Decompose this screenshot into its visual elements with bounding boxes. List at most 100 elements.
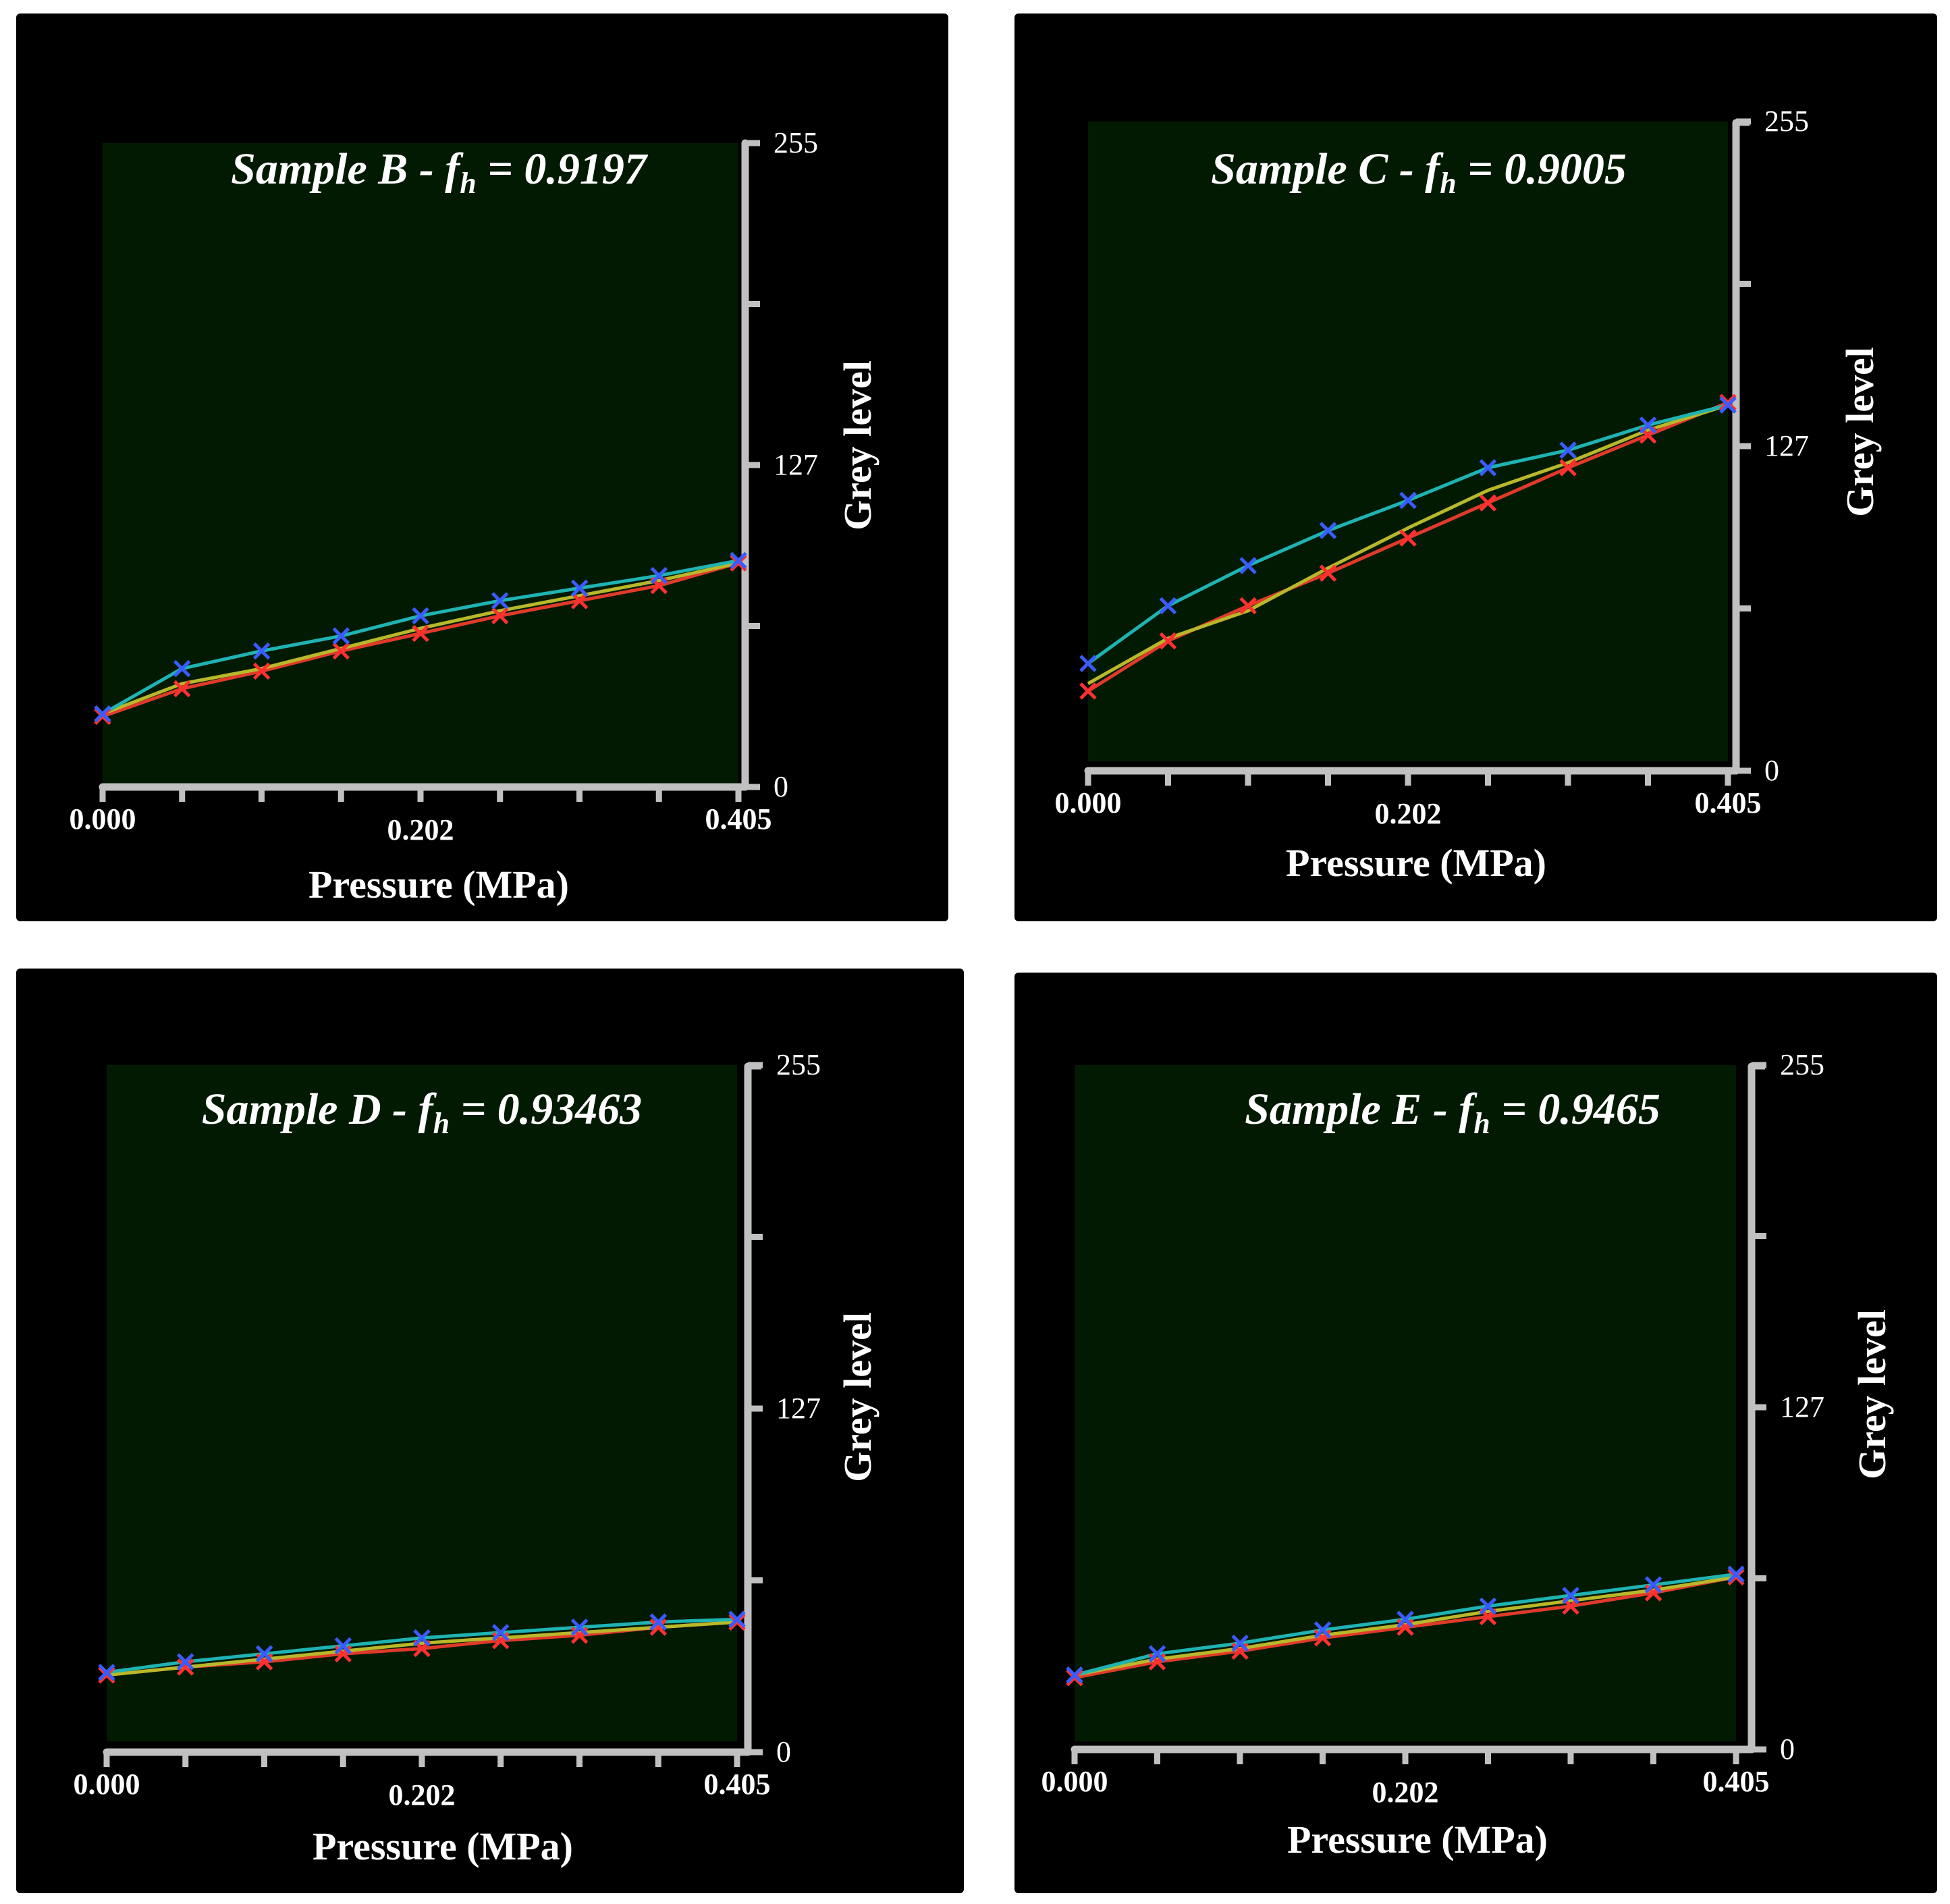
- title-main: Sample E - f: [1245, 1085, 1478, 1134]
- data-point-red: [1727, 1568, 1745, 1586]
- x-tick-label: 0.405: [705, 803, 772, 836]
- x-axis-title: Pressure (MPa): [313, 1824, 573, 1868]
- data-point-red: [412, 624, 429, 643]
- data-point-cyan: [173, 659, 191, 678]
- x-tick-label: 0.405: [1695, 786, 1762, 819]
- data-point-cyan: [570, 1619, 589, 1636]
- data-point-red: [728, 1613, 746, 1631]
- y-tick-label: 0: [1764, 754, 1779, 787]
- x-tick-label: 0.202: [389, 1778, 456, 1812]
- data-point-red: [332, 642, 350, 660]
- series-line-yellow: [102, 561, 739, 716]
- data-point-red: [1719, 393, 1737, 412]
- data-point-cyan: [1562, 1587, 1579, 1604]
- data-point-cyan: [255, 1645, 273, 1663]
- x-tick-label: 0.000: [70, 803, 136, 836]
- y-axis-title: Grey level: [836, 1312, 879, 1482]
- x-axis-title: Pressure (MPa): [308, 863, 569, 906]
- y-axis-title: Grey level: [836, 360, 879, 531]
- data-point-cyan: [1479, 459, 1497, 477]
- title-main: Sample D - f: [202, 1085, 437, 1134]
- y-tick-label: 255: [774, 126, 818, 159]
- data-point-cyan: [728, 1610, 746, 1629]
- data-point-cyan: [1319, 522, 1337, 539]
- y-tick-label: 0: [774, 770, 788, 803]
- title-value: = 0.93463: [450, 1085, 642, 1134]
- title-subscript: h: [460, 167, 476, 200]
- data-point-cyan: [1231, 1634, 1249, 1652]
- chart-title: Sample E - fh = 0.9465: [1245, 1085, 1660, 1140]
- data-point-red: [1066, 1668, 1083, 1687]
- data-point-cyan: [1148, 1645, 1166, 1663]
- title-value: = 0.9465: [1490, 1085, 1660, 1134]
- chart-title: Sample D - fh = 0.93463: [202, 1085, 642, 1140]
- data-point-cyan: [94, 705, 111, 723]
- data-point-red: [1079, 682, 1097, 700]
- plot-area: [1075, 1065, 1736, 1741]
- data-point-red: [570, 592, 589, 609]
- y-tick-label: 0: [776, 1735, 791, 1768]
- data-point-cyan: [1479, 1597, 1497, 1615]
- x-tick-label: 0.000: [1055, 786, 1122, 819]
- data-point-red: [1319, 564, 1337, 582]
- y-tick-label: 127: [776, 1392, 821, 1425]
- series-line-yellow: [1074, 1575, 1737, 1677]
- series-line-yellow: [1087, 403, 1729, 685]
- y-tick-label: 127: [1780, 1390, 1824, 1423]
- y-tick-label: 255: [1780, 1048, 1824, 1081]
- data-point-cyan: [730, 551, 747, 570]
- data-point-cyan: [332, 627, 350, 645]
- data-point-cyan: [334, 1637, 352, 1655]
- chart-title: Sample B - fh = 0.9197: [231, 144, 649, 200]
- title-subscript: h: [1473, 1107, 1490, 1140]
- x-tick-label: 0.202: [387, 813, 454, 846]
- data-point-red: [1399, 529, 1417, 547]
- data-point-red: [649, 1619, 668, 1636]
- y-tick-label: 255: [776, 1048, 821, 1081]
- data-point-red: [176, 1658, 194, 1676]
- x-axis-title: Pressure (MPa): [1287, 1818, 1548, 1861]
- data-point-cyan: [491, 592, 509, 609]
- title-main: Sample C - f: [1211, 144, 1444, 194]
- y-tick-label: 255: [1764, 105, 1809, 138]
- data-point-cyan: [1727, 1565, 1745, 1583]
- series-line-yellow: [106, 1620, 738, 1677]
- data-point-cyan: [176, 1653, 194, 1670]
- data-point-cyan: [1397, 1610, 1414, 1629]
- data-point-cyan: [1644, 1576, 1662, 1594]
- data-point-red: [1159, 632, 1177, 650]
- data-point-cyan: [1159, 597, 1177, 615]
- data-point-cyan: [650, 567, 668, 584]
- data-point-cyan: [491, 1624, 510, 1641]
- title-value: = 0.9197: [477, 144, 649, 194]
- x-tick-label: 0.405: [1703, 1765, 1770, 1798]
- data-point-red: [252, 662, 271, 680]
- y-axis-title: Grey level: [1850, 1309, 1894, 1479]
- x-tick-label: 0.202: [1375, 797, 1442, 830]
- x-tick-label: 0.405: [704, 1768, 771, 1801]
- data-point-cyan: [1719, 396, 1737, 414]
- data-point-cyan: [1639, 416, 1657, 434]
- title-value: = 0.9005: [1457, 144, 1627, 194]
- data-point-cyan: [1079, 655, 1097, 672]
- x-tick-label: 0.000: [74, 1768, 140, 1801]
- y-axis-title: Grey level: [1838, 347, 1882, 517]
- data-point-red: [730, 554, 747, 572]
- data-point-red: [173, 680, 191, 698]
- data-point-red: [491, 607, 509, 625]
- data-point-cyan: [252, 642, 271, 660]
- x-axis-title: Pressure (MPa): [1286, 841, 1546, 885]
- data-point-cyan: [98, 1664, 115, 1681]
- data-point-cyan: [413, 1629, 431, 1647]
- y-tick-label: 127: [1764, 429, 1809, 462]
- x-tick-label: 0.000: [1041, 1765, 1108, 1798]
- data-point-cyan: [1559, 441, 1577, 459]
- data-point-cyan: [649, 1613, 668, 1631]
- chart-panel-4: 0.000 0.202 0.405 0 127 255 Pressure (MPa) Grey…: [1014, 973, 1937, 1893]
- chart-title: Sample C - fh = 0.9005: [1211, 144, 1627, 200]
- data-point-red: [1479, 494, 1497, 512]
- data-point-cyan: [1399, 491, 1417, 510]
- title-subscript: h: [433, 1107, 450, 1140]
